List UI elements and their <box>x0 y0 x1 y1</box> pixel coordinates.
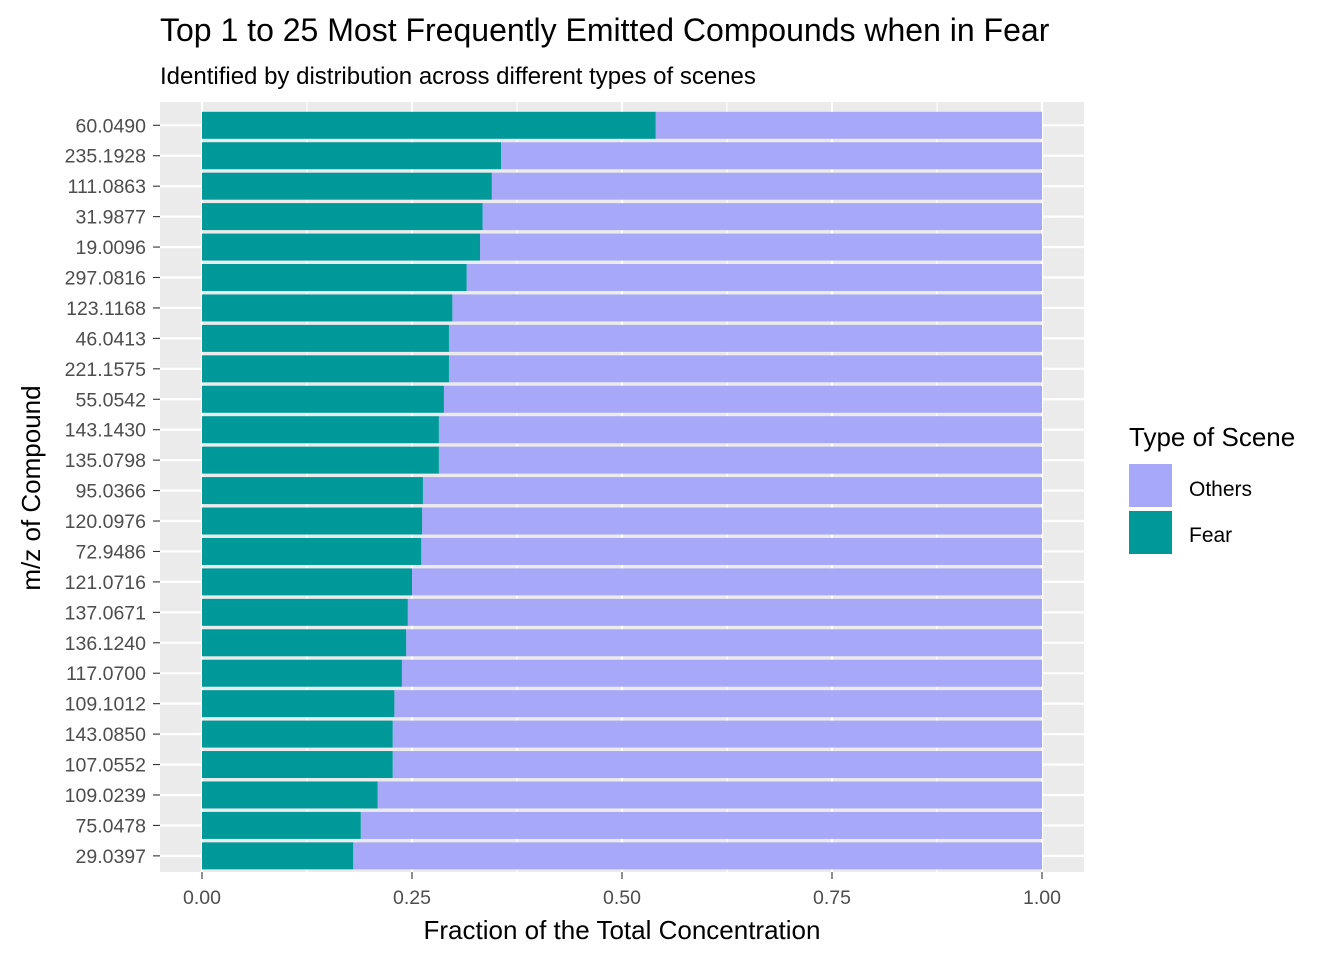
bar-others <box>412 568 1042 596</box>
bar-fear <box>202 568 412 596</box>
bar-others <box>491 172 1042 200</box>
bar-others <box>353 842 1042 870</box>
bar-others <box>407 598 1042 626</box>
y-tick-label: 72.9486 <box>76 541 147 563</box>
chart-subtitle: Identified by distribution across differ… <box>160 63 756 90</box>
bar-others <box>377 781 1042 809</box>
bar-fear <box>202 355 449 383</box>
bar-fear <box>202 203 483 231</box>
bar-others <box>438 446 1042 474</box>
y-tick-label: 135.0798 <box>65 450 146 472</box>
x-tick-label: 0.00 <box>183 887 221 909</box>
bar-others <box>452 294 1042 322</box>
y-tick-label: 143.0850 <box>65 724 146 746</box>
bar-others <box>422 507 1043 535</box>
bar-fear <box>202 507 423 535</box>
x-tick-label: 1.00 <box>1023 887 1061 909</box>
y-tick-label: 31.9877 <box>76 207 147 229</box>
bar-others <box>448 324 1043 352</box>
bar-others <box>480 233 1042 261</box>
y-tick-label: 143.1430 <box>65 420 146 442</box>
y-tick-label: 29.0397 <box>76 846 147 868</box>
x-axis-title: Fraction of the Total Concentration <box>424 915 821 945</box>
x-tick-label: 0.75 <box>813 887 851 909</box>
bar-fear <box>202 294 453 322</box>
bar-fear <box>202 598 408 626</box>
y-tick-label: 75.0478 <box>76 815 147 837</box>
bar-fear <box>202 172 492 200</box>
bar-others <box>443 385 1042 413</box>
bar-fear <box>202 629 407 657</box>
y-tick-label: 60.0490 <box>76 115 147 137</box>
bar-fear <box>202 324 449 352</box>
bar-fear <box>202 111 656 139</box>
bar-others <box>448 355 1043 383</box>
x-tick-label: 0.50 <box>603 887 641 909</box>
bar-fear <box>202 811 361 839</box>
bar-fear <box>202 385 444 413</box>
legend-title: Type of Scene <box>1129 422 1295 452</box>
bar-fear <box>202 751 393 779</box>
chart-title: Top 1 to 25 Most Frequently Emitted Comp… <box>160 12 1050 48</box>
y-tick-label: 297.0816 <box>65 268 146 290</box>
y-tick-label: 235.1928 <box>65 146 146 168</box>
bar-others <box>438 416 1042 444</box>
bar-others <box>406 629 1042 657</box>
y-tick-label: 55.0542 <box>76 389 147 411</box>
bar-fear <box>202 720 393 748</box>
bar-fear <box>202 842 354 870</box>
bar-fear <box>202 690 395 718</box>
y-tick-label: 120.0976 <box>65 511 146 533</box>
bar-fear <box>202 264 467 291</box>
bar-fear <box>202 659 402 687</box>
y-tick-label: 109.0239 <box>65 785 146 807</box>
legend-swatch-others <box>1129 464 1172 507</box>
bar-others <box>655 111 1042 139</box>
y-tick-label: 111.0863 <box>68 176 146 198</box>
bar-others <box>360 811 1042 839</box>
bar-fear <box>202 781 378 809</box>
y-axis-ticks: 60.0490 235.1928 111.0863 31.9877 19.0096 297… <box>65 115 160 868</box>
y-tick-label: 221.1575 <box>65 359 146 381</box>
bar-others <box>501 142 1042 170</box>
x-tick-label: 0.25 <box>393 887 431 909</box>
y-tick-label: 109.1012 <box>65 694 146 716</box>
y-tick-label: 19.0096 <box>76 237 147 259</box>
y-axis-title: m/z of Compound <box>16 385 46 590</box>
y-tick-label: 137.0671 <box>65 602 146 624</box>
y-tick-label: 95.0366 <box>76 481 147 503</box>
bar-fear <box>202 446 439 474</box>
bar-fear <box>202 416 439 444</box>
bar-others <box>394 690 1042 718</box>
legend-label-others: Others <box>1189 478 1252 501</box>
y-tick-label: 121.0716 <box>65 572 146 594</box>
legend: Type of Scene Others Fear <box>1129 422 1295 554</box>
bar-fear <box>202 142 502 170</box>
bar-fear <box>202 477 423 505</box>
x-axis-ticks: 0.00 0.25 0.50 0.75 1.00 <box>183 872 1061 909</box>
bar-others <box>401 659 1042 687</box>
y-tick-label: 117.0700 <box>66 663 146 685</box>
bar-others <box>482 203 1042 231</box>
legend-label-fear: Fear <box>1189 524 1232 547</box>
bar-fear <box>202 233 481 261</box>
bars <box>202 111 1043 870</box>
legend-swatch-fear <box>1129 511 1172 554</box>
y-tick-label: 46.0413 <box>76 328 147 350</box>
y-tick-label: 136.1240 <box>65 633 146 655</box>
bar-others <box>392 751 1042 779</box>
y-tick-label: 123.1168 <box>66 298 146 320</box>
bar-others <box>422 477 1042 505</box>
bar-others <box>421 537 1042 565</box>
bar-others <box>466 264 1043 291</box>
y-tick-label: 107.0552 <box>65 755 146 777</box>
bar-others <box>392 720 1042 748</box>
bar-fear <box>202 537 422 565</box>
